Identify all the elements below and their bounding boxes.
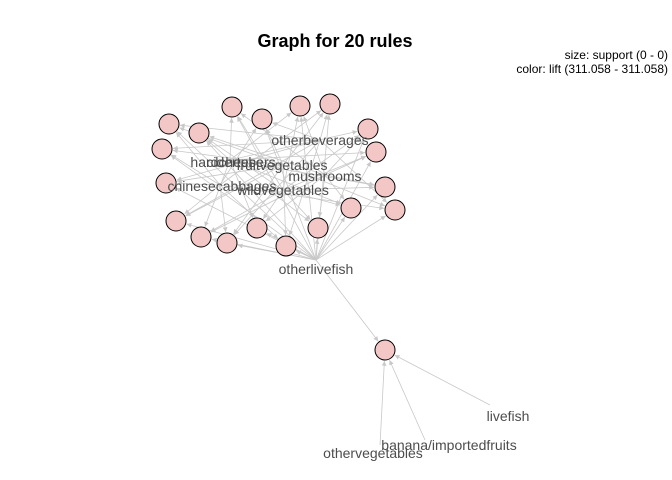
rule-edge — [282, 185, 375, 191]
rule-node — [188, 122, 210, 144]
rule-node — [190, 226, 212, 248]
rule-node — [221, 96, 243, 118]
rule-edge — [379, 360, 387, 446]
rule-edge — [315, 215, 386, 261]
rule-node — [365, 141, 387, 163]
item-label-otherlivefish: otherlivefish — [279, 261, 354, 277]
rule-node — [155, 172, 177, 194]
rule-node — [384, 199, 406, 221]
rule-edge — [171, 154, 221, 186]
rule-node — [319, 93, 341, 115]
rule-edge — [315, 259, 379, 342]
rule-node — [340, 197, 362, 219]
graph-title: Graph for 20 rules — [257, 31, 412, 51]
rule-edge — [265, 174, 326, 222]
rule-edge — [233, 164, 284, 235]
rule-edge — [176, 181, 221, 186]
rule-edge — [184, 184, 221, 215]
rule-edge — [282, 155, 366, 191]
rule-edge — [229, 112, 292, 161]
rule-node — [374, 339, 396, 361]
rule-node — [307, 217, 329, 239]
rule-edge — [303, 116, 326, 176]
rule-edge — [282, 112, 324, 166]
rule-edge — [319, 114, 329, 141]
rule-edge — [282, 164, 385, 207]
rule-edge — [204, 159, 231, 227]
rule-edge — [229, 117, 234, 161]
rule-edge — [317, 174, 326, 218]
rule-edge — [229, 130, 358, 161]
rule-edge — [219, 128, 257, 186]
rule-edge — [314, 238, 320, 261]
label-layer: otherbeverages hardcheese cidertubers fr… — [168, 132, 530, 461]
rule-edge — [282, 164, 288, 236]
item-label-othervegetables: othervegetables — [323, 445, 423, 461]
rule-edge — [315, 216, 346, 261]
rule-node — [374, 176, 396, 198]
rule-node — [158, 113, 180, 135]
node-layer — [151, 93, 406, 361]
rule-edge — [219, 184, 228, 233]
item-label-hardcheese: hardcheese — [190, 154, 263, 170]
rule-node — [289, 95, 311, 117]
legend-color: color: lift (311.058 - 311.058) — [516, 62, 668, 76]
rule-edge — [389, 359, 426, 441]
rule-edge — [176, 139, 321, 182]
rule-edge — [229, 159, 254, 218]
rule-node — [216, 232, 238, 254]
rule-edge — [172, 148, 284, 166]
rule-edge — [209, 135, 326, 176]
rule-edge — [206, 140, 317, 261]
rule-edge — [288, 139, 321, 236]
item-label-mushrooms: mushrooms — [288, 168, 361, 184]
rule-edge — [210, 189, 284, 232]
item-label-wildvegetables: wildvegetables — [236, 182, 329, 198]
rule-edge — [272, 122, 321, 141]
rule-node — [151, 138, 173, 160]
rule-edge — [185, 164, 284, 217]
rule-edge — [172, 139, 321, 151]
item-label-otherbeverages: otherbeverages — [271, 132, 368, 148]
rule-node — [246, 217, 268, 239]
rule-edge — [394, 354, 491, 406]
rule-edge — [175, 132, 221, 186]
item-label-chinesecabbages: chinesecabbages — [168, 178, 277, 194]
rule-edge — [282, 135, 360, 191]
rule-edge — [324, 156, 367, 176]
rule-edge — [324, 136, 361, 176]
item-label-bananaimportedfruits: banana/importedfruits — [381, 437, 516, 453]
item-label-fruitvegetables: fruitvegetables — [236, 157, 327, 173]
rule-edge — [219, 110, 322, 186]
rule-edge — [229, 159, 310, 222]
rule-node — [165, 210, 187, 232]
rule-edge — [234, 139, 321, 236]
rule-edge — [282, 189, 311, 221]
rule-edge — [262, 189, 284, 220]
item-label-cidertubers: cidertubers — [206, 154, 275, 170]
rule-edge — [237, 243, 317, 261]
rule-node — [357, 118, 379, 140]
rule-edge — [324, 174, 345, 200]
rule-edge — [265, 129, 317, 261]
rule-node — [275, 235, 297, 257]
rule-edge — [315, 139, 365, 261]
rule-edge — [295, 250, 317, 261]
rule-node — [251, 108, 273, 130]
rule-edge — [219, 184, 279, 239]
rule-edge — [176, 164, 284, 183]
item-label-livefish: livefish — [487, 408, 530, 424]
rule-edge — [207, 138, 284, 191]
legend-size: size: support (0 - 0) — [565, 48, 668, 62]
rule-edge — [282, 189, 341, 207]
